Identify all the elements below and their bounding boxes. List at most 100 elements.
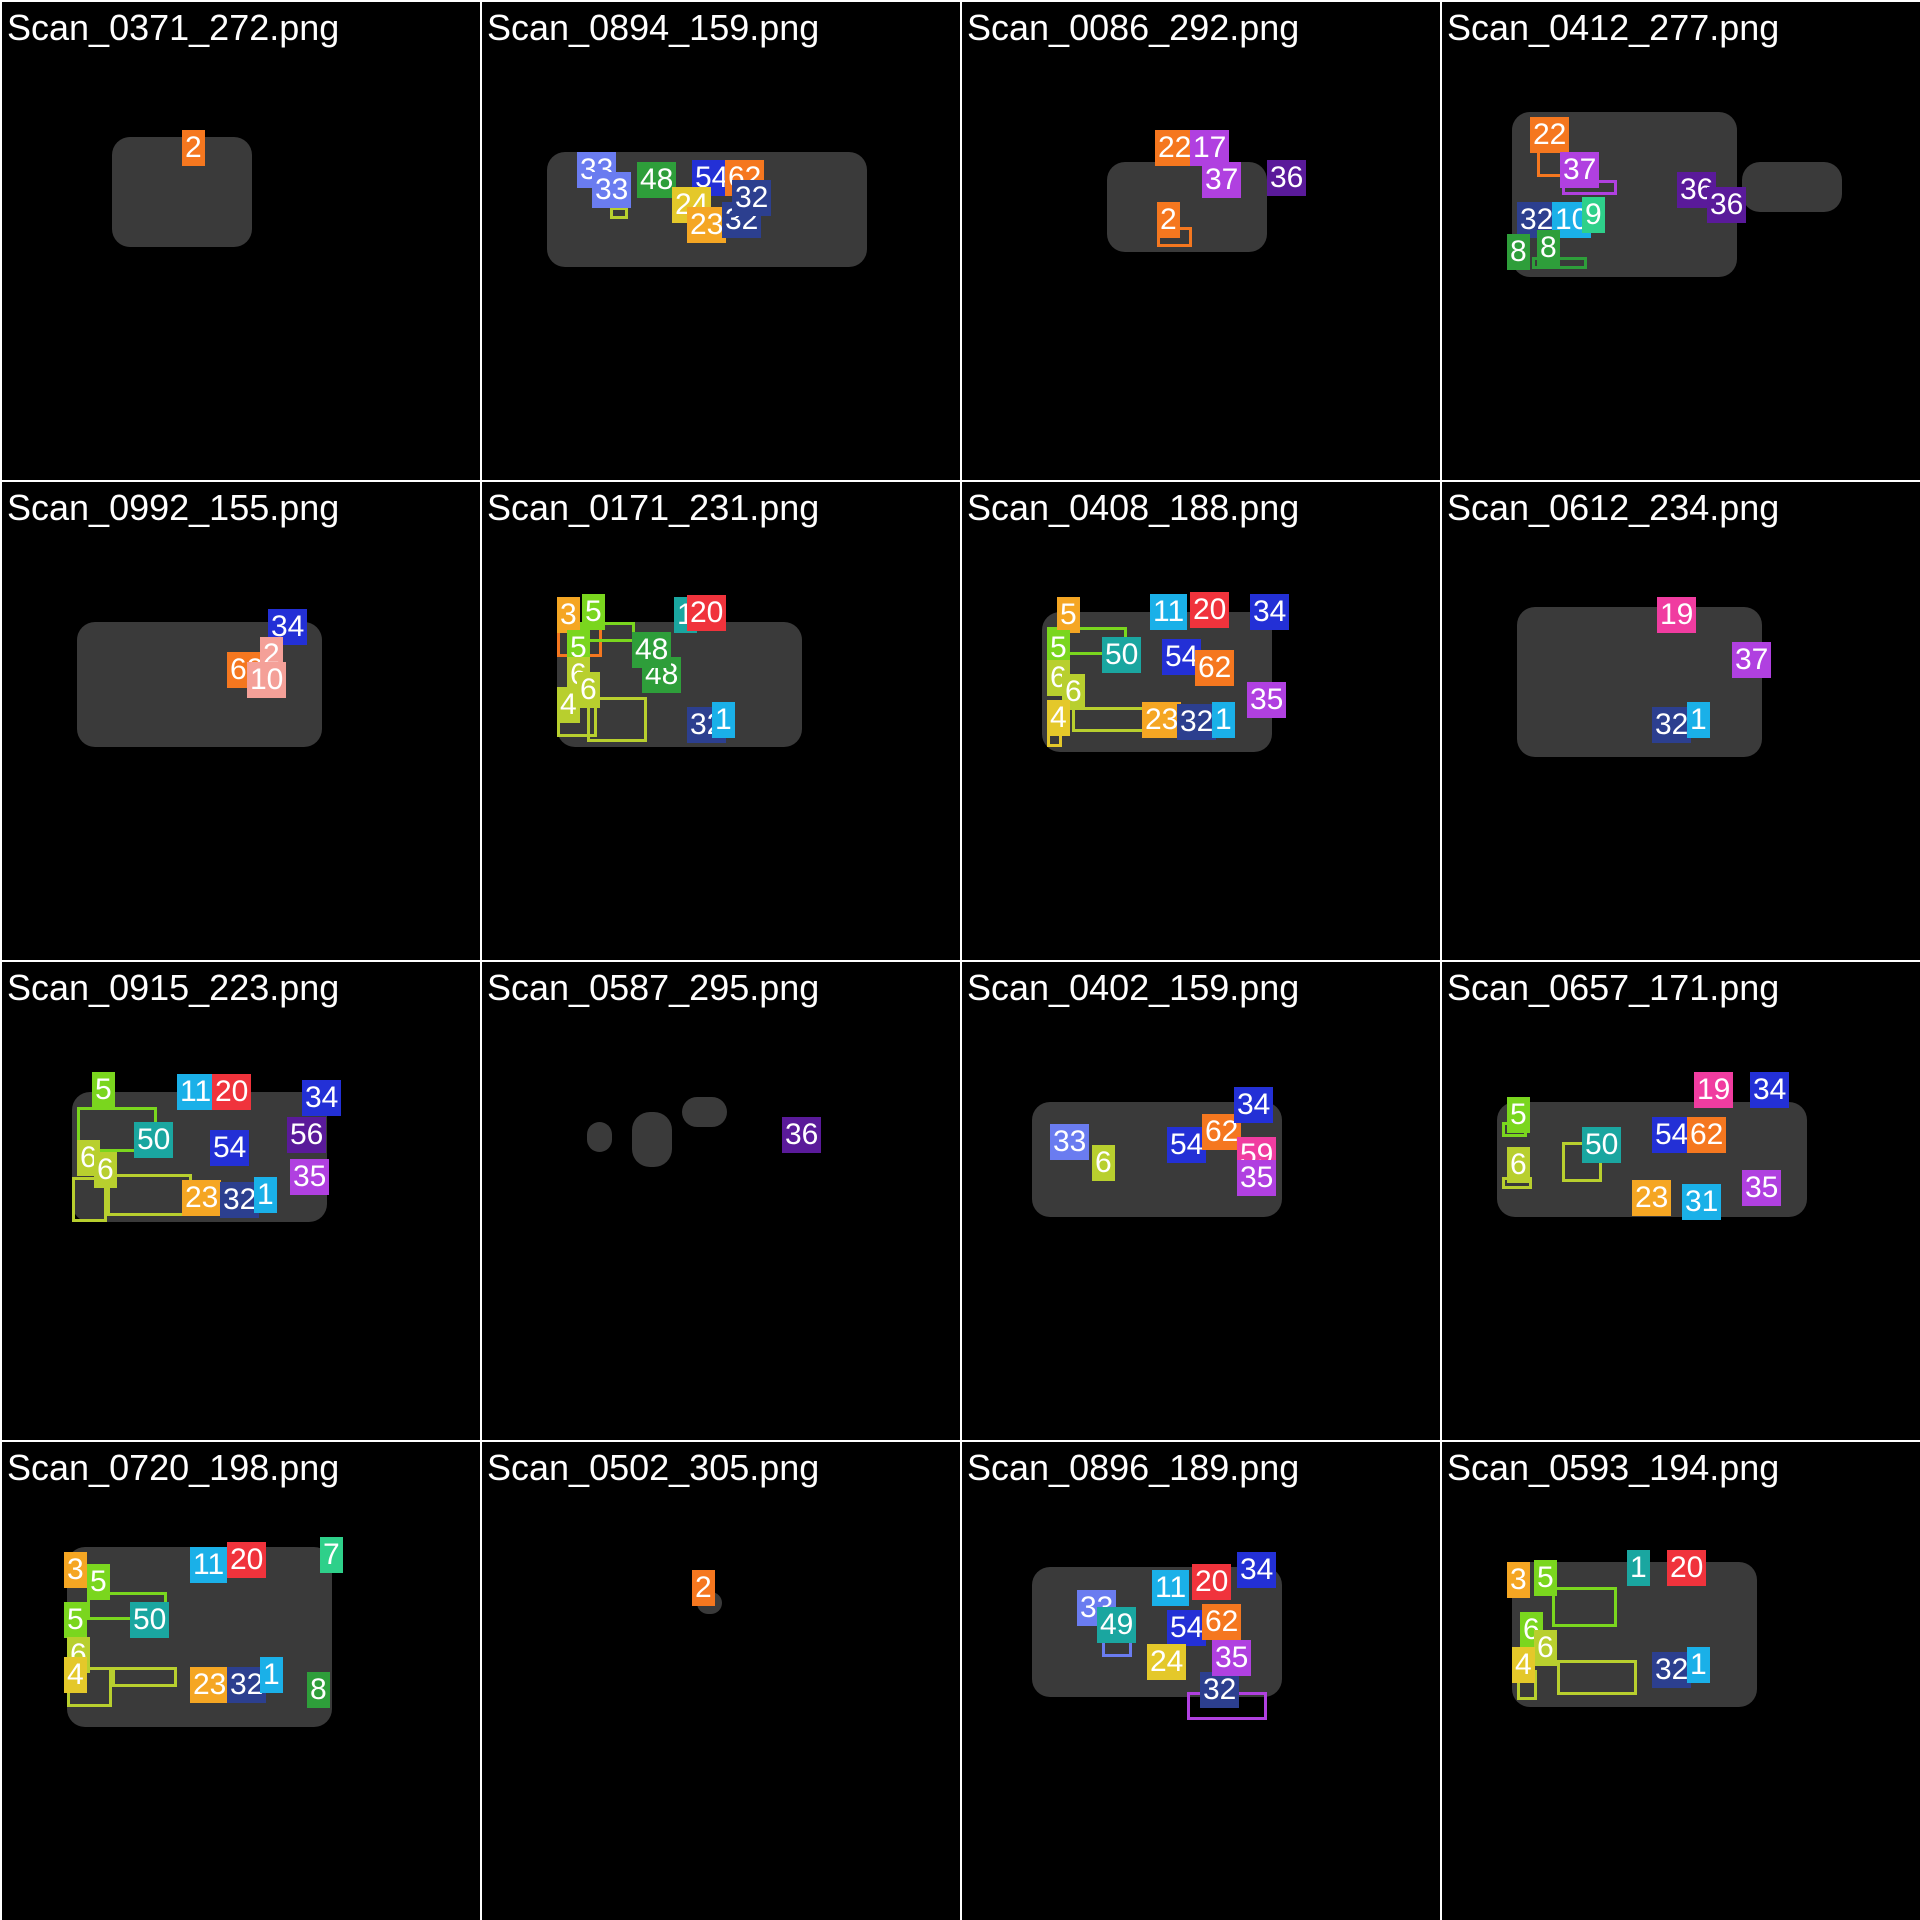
detection-label: 4 (64, 1657, 87, 1693)
tile-filename: Scan_0915_223.png (7, 967, 340, 1008)
detection-label: 8 (1537, 230, 1560, 266)
detection-label: 62 (1195, 650, 1235, 686)
detection-label: 3 (1507, 1562, 1530, 1598)
detection-label: 20 (1667, 1550, 1707, 1586)
detection-label: 34 (1750, 1072, 1790, 1108)
ct-slice (587, 1122, 612, 1152)
detection-label: 62 (1687, 1117, 1727, 1153)
scan-tile: 36 Scan_0587_295.png (482, 962, 960, 1440)
scan-tile: 22 37 32 10 9 36 36 8 8 Scan_0412_277.png (1442, 2, 1920, 480)
tile-filename: Scan_0992_155.png (7, 487, 340, 528)
detection-label: 5 (582, 594, 605, 630)
detection-label: 35 (1212, 1640, 1252, 1676)
scan-tile: 3 5 1 20 6 6 4 32 1 Scan_0593_194.png (1442, 1442, 1920, 1920)
bounding-box (72, 1177, 107, 1222)
detection-label: 32 (1177, 704, 1217, 740)
bounding-box (587, 697, 647, 742)
tile-filename: Scan_0086_292.png (967, 7, 1300, 48)
detection-label: 11 (1150, 594, 1188, 630)
detection-label: 4 (557, 687, 580, 723)
tile-filename: Scan_0412_277.png (1447, 7, 1780, 48)
detection-label: 37 (1732, 642, 1772, 678)
scan-tile: 2 Scan_0371_272.png (2, 2, 480, 480)
detection-label: 19 (1694, 1072, 1734, 1108)
detection-label: 20 (1190, 592, 1230, 628)
bounding-box (107, 1174, 192, 1216)
detection-label: 34 (1237, 1552, 1277, 1588)
detection-label: 50 (130, 1602, 170, 1638)
tile-filename: Scan_0720_198.png (7, 1447, 340, 1488)
scan-tile: 5 11 20 34 50 54 56 6 6 23 32 1 35 Scan_0915_223.png (2, 962, 480, 1440)
detection-label: 32 (1200, 1672, 1240, 1708)
detection-label: 23 (1142, 702, 1182, 738)
detection-label: 11 (190, 1547, 228, 1583)
detection-label: 23 (190, 1667, 230, 1703)
detection-label: 34 (302, 1080, 342, 1116)
detection-label: 6 (1534, 1630, 1557, 1666)
detection-label: 50 (134, 1122, 174, 1158)
detection-label: 54 (1162, 639, 1202, 675)
detection-label: 17 (1190, 130, 1230, 166)
detection-label: 23 (687, 207, 727, 243)
detection-label: 23 (182, 1180, 222, 1216)
detection-label: 10 (247, 662, 287, 698)
detection-label: 1 (260, 1657, 283, 1693)
detection-label: 8 (307, 1672, 330, 1708)
tile-filename: Scan_0894_159.png (487, 7, 820, 48)
detection-label: 35 (1247, 682, 1287, 718)
detection-label: 22 (1530, 117, 1570, 153)
tile-filename: Scan_0612_234.png (1447, 487, 1780, 528)
detection-label: 36 (1707, 187, 1747, 223)
tile-filename: Scan_0502_305.png (487, 1447, 820, 1488)
detection-label: 9 (1582, 197, 1605, 233)
detection-label: 5 (1047, 630, 1070, 666)
detection-label: 5 (1507, 1097, 1530, 1133)
detection-label: 20 (227, 1542, 267, 1578)
tile-filename: Scan_0171_231.png (487, 487, 820, 528)
detection-label: 33 (1050, 1124, 1090, 1160)
scan-tile: 19 34 5 50 54 62 6 23 31 35 Scan_0657_171.png (1442, 962, 1920, 1440)
tile-filename: Scan_0408_188.png (967, 487, 1300, 528)
detection-label: 1 (1687, 702, 1710, 738)
detection-label: 32 (1517, 202, 1557, 238)
detection-label: 3 (557, 597, 580, 633)
detection-label: 6 (77, 1140, 100, 1176)
detection-label: 33 (592, 172, 632, 208)
ct-slice (1517, 607, 1762, 757)
detection-label: 32 (220, 1182, 260, 1218)
detection-label: 24 (1147, 1644, 1187, 1680)
detection-label: 34 (1234, 1087, 1274, 1123)
bounding-box (1557, 1660, 1637, 1695)
scan-tile: 19 37 32 1 Scan_0612_234.png (1442, 482, 1920, 960)
scan-tile: 3462210Scan_0992_155.png (2, 482, 480, 960)
detection-label: 3 (64, 1552, 87, 1588)
ct-slice (1742, 162, 1842, 212)
bounding-box (610, 207, 628, 219)
detection-label: 5 (87, 1564, 110, 1600)
scan-tile: 2 Scan_0502_305.png (482, 1442, 960, 1920)
detection-label: 1 (1687, 1647, 1710, 1683)
scan-tile: 22 17 37 36 2 Scan_0086_292.png (962, 2, 1440, 480)
detection-label: 32 (1652, 707, 1692, 743)
detection-label: 6 (94, 1152, 117, 1188)
detection-label: 2 (1157, 202, 1180, 238)
tile-filename: Scan_0371_272.png (7, 7, 340, 48)
detection-label: 32 (227, 1667, 267, 1703)
ct-slice (682, 1097, 727, 1127)
detection-label: 1 (712, 702, 735, 738)
detection-label: 1 (254, 1177, 277, 1213)
detection-label: 20 (212, 1074, 252, 1110)
bounding-box (112, 1667, 177, 1687)
detection-label: 11 (1152, 1570, 1190, 1606)
detection-label: 37 (1202, 162, 1242, 198)
scan-tile: 11203433495462243235Scan_0896_189.png (962, 1442, 1440, 1920)
detection-label: 19 (1657, 597, 1697, 633)
detection-label: 36 (782, 1117, 822, 1153)
detection-label: 54 (1167, 1610, 1207, 1646)
tile-filename: Scan_0402_159.png (967, 967, 1300, 1008)
detection-label: 2 (182, 130, 205, 166)
detection-label: 35 (290, 1159, 330, 1195)
detection-label: 4 (1047, 700, 1070, 736)
scan-tile: 3551204848664321Scan_0171_231.png (482, 482, 960, 960)
detection-label: 5 (92, 1072, 115, 1108)
